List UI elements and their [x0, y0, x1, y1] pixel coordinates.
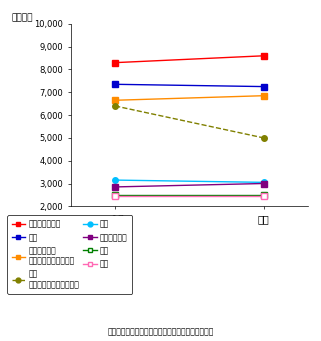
Legend: 対個人サービス, 小売, 医療・保健、
その他の公共サービス, 建設
（除電気通信施設建設）, 卸売, 情報通信産業, 教育, 公務: 対個人サービス, 小売, 医療・保健、 その他の公共サービス, 建設 （除電気通… [7, 215, 132, 294]
Text: （千人）: （千人） [11, 13, 33, 22]
Text: （出典）「情報通信による経済成長に関する調査」: （出典）「情報通信による経済成長に関する調査」 [107, 327, 214, 336]
